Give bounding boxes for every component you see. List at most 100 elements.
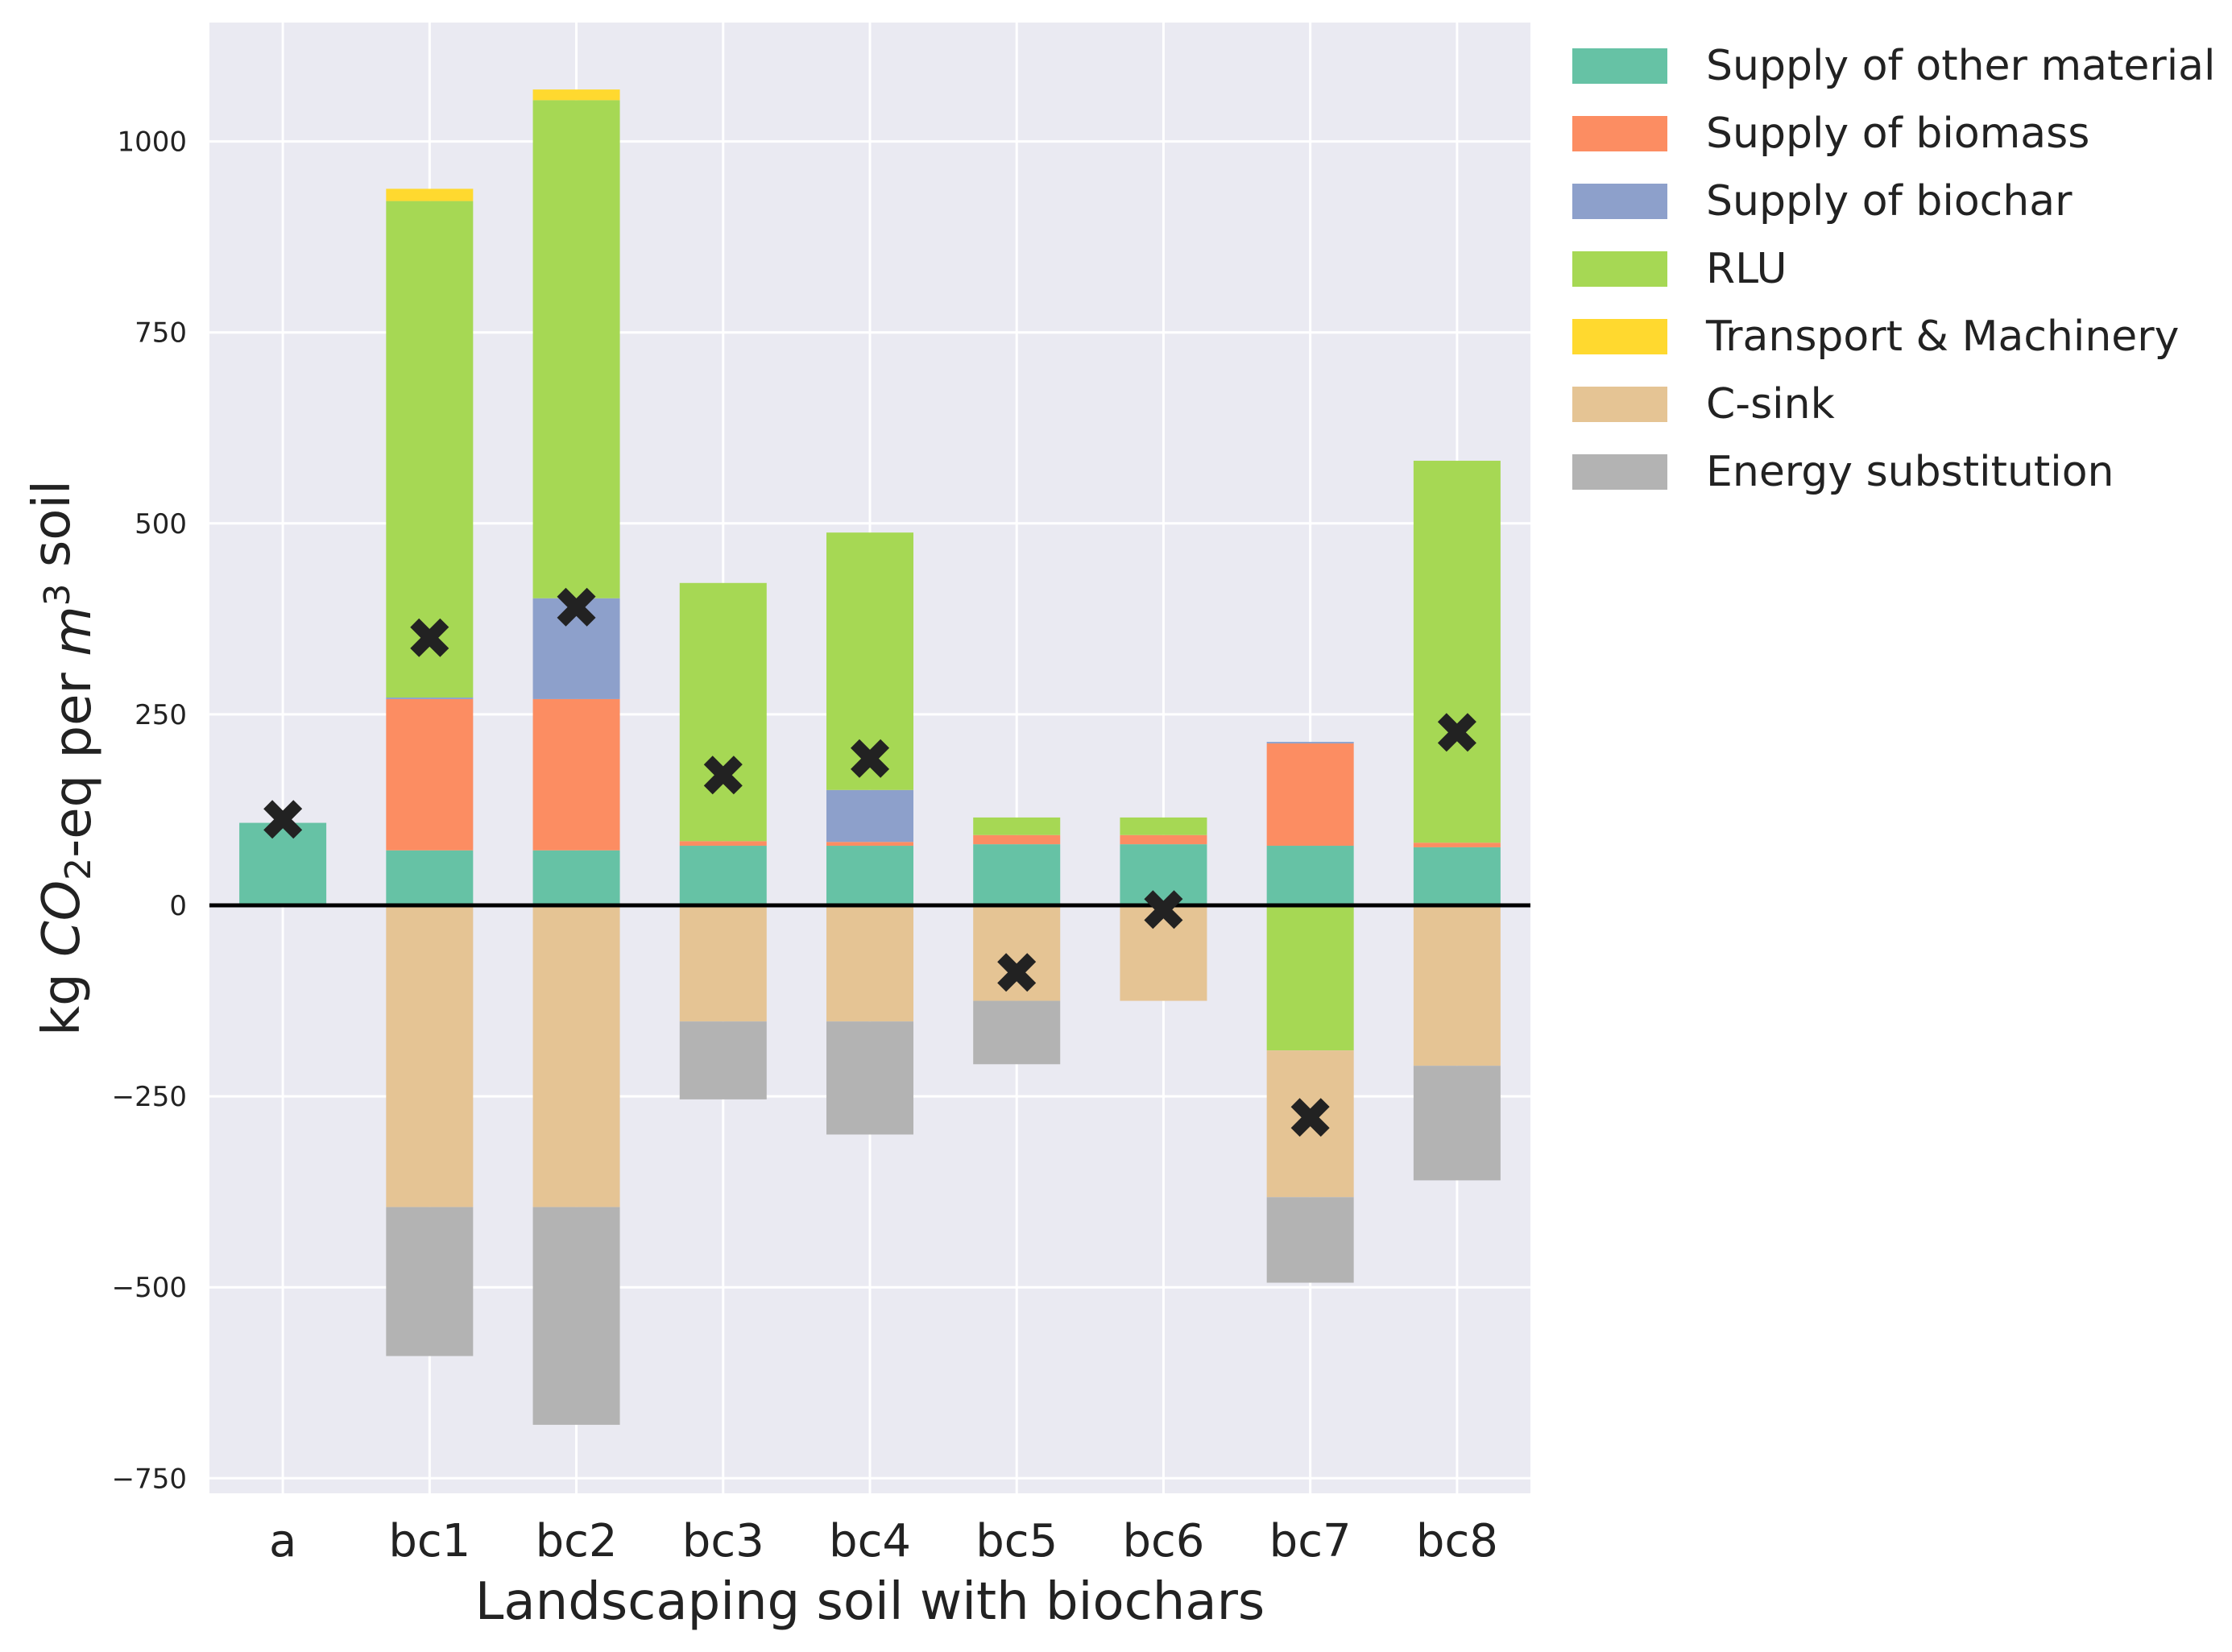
bar-segment (532, 89, 620, 101)
net-total-marker: ✖ (846, 726, 894, 793)
bar-segment (1413, 461, 1501, 843)
legend-label: Supply of biomass (1706, 110, 2089, 158)
y-tick-label: −750 (112, 1463, 187, 1495)
y-axis-title-part: kg (32, 957, 92, 1036)
bar-segment (679, 582, 767, 842)
net-total-marker: ✖ (699, 743, 747, 810)
net-total-marker: ✖ (552, 574, 600, 642)
net-total-marker: ✖ (405, 605, 453, 673)
legend-label: RLU (1706, 245, 1787, 293)
bar-segment (973, 834, 1061, 845)
bar-segment (532, 100, 620, 598)
bar-segment (386, 698, 474, 699)
net-total-marker: ✖ (1286, 1085, 1335, 1153)
y-tick-label: 0 (169, 890, 187, 922)
net-total-marker: ✖ (1433, 700, 1481, 768)
bar-segment (1266, 743, 1354, 847)
net-total-marker: ✖ (259, 787, 307, 855)
legend-swatch (1572, 48, 1667, 84)
bar-segment (1266, 742, 1354, 743)
bar-segment (679, 905, 767, 1022)
y-tick-label: 500 (135, 508, 187, 540)
bar-segment (1413, 905, 1501, 1066)
bar-segment (679, 1021, 767, 1099)
bar-segment (386, 201, 474, 698)
legend-swatch (1572, 251, 1667, 287)
bar-segment (1120, 834, 1207, 845)
bar-segment (973, 844, 1061, 905)
y-tick-label: −500 (112, 1272, 187, 1304)
y-axis-title-part: soil (23, 480, 82, 583)
net-total-marker: ✖ (1139, 877, 1187, 945)
x-tick-label: bc4 (829, 1515, 911, 1567)
y-tick-label: −250 (112, 1081, 187, 1113)
legend-swatch (1572, 454, 1667, 490)
bar-segment (826, 905, 913, 1022)
x-tick-label: bc5 (975, 1515, 1058, 1567)
legend-label: Supply of biochar (1706, 177, 2073, 226)
net-markers: ✖ ✖ ✖ ✖ ✖ ✖ ✖ ✖ ✖ (259, 574, 1481, 1153)
bar-segment (679, 841, 767, 847)
x-tick-label: a (269, 1515, 296, 1567)
x-tick-label: bc6 (1122, 1515, 1204, 1567)
y-tick-label: 1000 (117, 126, 187, 159)
legend-swatch (1572, 387, 1667, 422)
bar-segment (532, 598, 620, 699)
bar-segment (386, 188, 474, 201)
bar-segment (386, 698, 474, 851)
bar-segment (1266, 846, 1354, 905)
bar-segment (826, 1021, 913, 1135)
bar-segment (532, 698, 620, 851)
y-axis-title-part: 3 (37, 583, 78, 606)
legend-swatch (1572, 319, 1667, 354)
bar-segment (1413, 847, 1501, 905)
y-axis-title: kg CO2-eq per m3 soil (23, 480, 103, 1036)
bar-segment (679, 846, 767, 905)
bar-segment (1266, 905, 1354, 1051)
y-axis-title-part: 2 (58, 858, 99, 880)
bar-segment (386, 850, 474, 905)
x-tick-labels: a bc1 bc2 bc3 bc4 bc5 bc6 bc7 bc8 (269, 1515, 1498, 1567)
legend-label: C-sink (1706, 380, 1835, 429)
bar-segment (532, 905, 620, 1207)
legend-swatch (1572, 184, 1667, 219)
y-tick-labels: −750 −500 −250 0 250 500 750 1000 (112, 126, 187, 1496)
bar-segment (386, 905, 474, 1207)
y-axis-title-part: m (43, 606, 103, 656)
legend: Supply of other material Supply of biomas… (1572, 42, 2215, 496)
bar-segment (973, 817, 1061, 835)
x-tick-label: bc3 (682, 1515, 764, 1567)
legend-swatch (1572, 116, 1667, 151)
bar-segment (973, 1000, 1061, 1065)
y-tick-label: 250 (135, 699, 187, 731)
bar-segment (1120, 905, 1207, 1001)
bar-segment (1413, 843, 1501, 847)
x-axis-title: Landscaping soil with biochars (475, 1572, 1265, 1632)
bar-segment (826, 532, 913, 790)
x-tick-label: bc2 (536, 1515, 618, 1567)
bar-segment (826, 789, 913, 843)
y-axis-title-part: -eq per (43, 656, 103, 858)
bar-segment (1413, 1066, 1501, 1181)
legend-label: Energy substitution (1706, 448, 2114, 496)
legend-label: Supply of other material (1706, 42, 2215, 90)
bar-segment (826, 846, 913, 905)
bar-segment (973, 905, 1061, 1001)
bar-segment (826, 842, 913, 847)
bar-segment (532, 850, 620, 905)
bar-segment (386, 1207, 474, 1356)
bar-segment (1266, 1050, 1354, 1198)
bar-segment (239, 822, 327, 905)
legend-label: Transport & Machinery (1705, 313, 2179, 361)
x-tick-label: bc1 (388, 1515, 470, 1567)
y-axis-title-part: CO (32, 880, 92, 957)
bar-segment (1120, 844, 1207, 905)
bar-segment (1266, 1197, 1354, 1283)
net-total-marker: ✖ (992, 939, 1041, 1007)
x-tick-label: bc7 (1269, 1515, 1352, 1567)
x-tick-label: bc8 (1416, 1515, 1498, 1567)
bar-segment (1120, 817, 1207, 835)
bars (239, 89, 1501, 1425)
